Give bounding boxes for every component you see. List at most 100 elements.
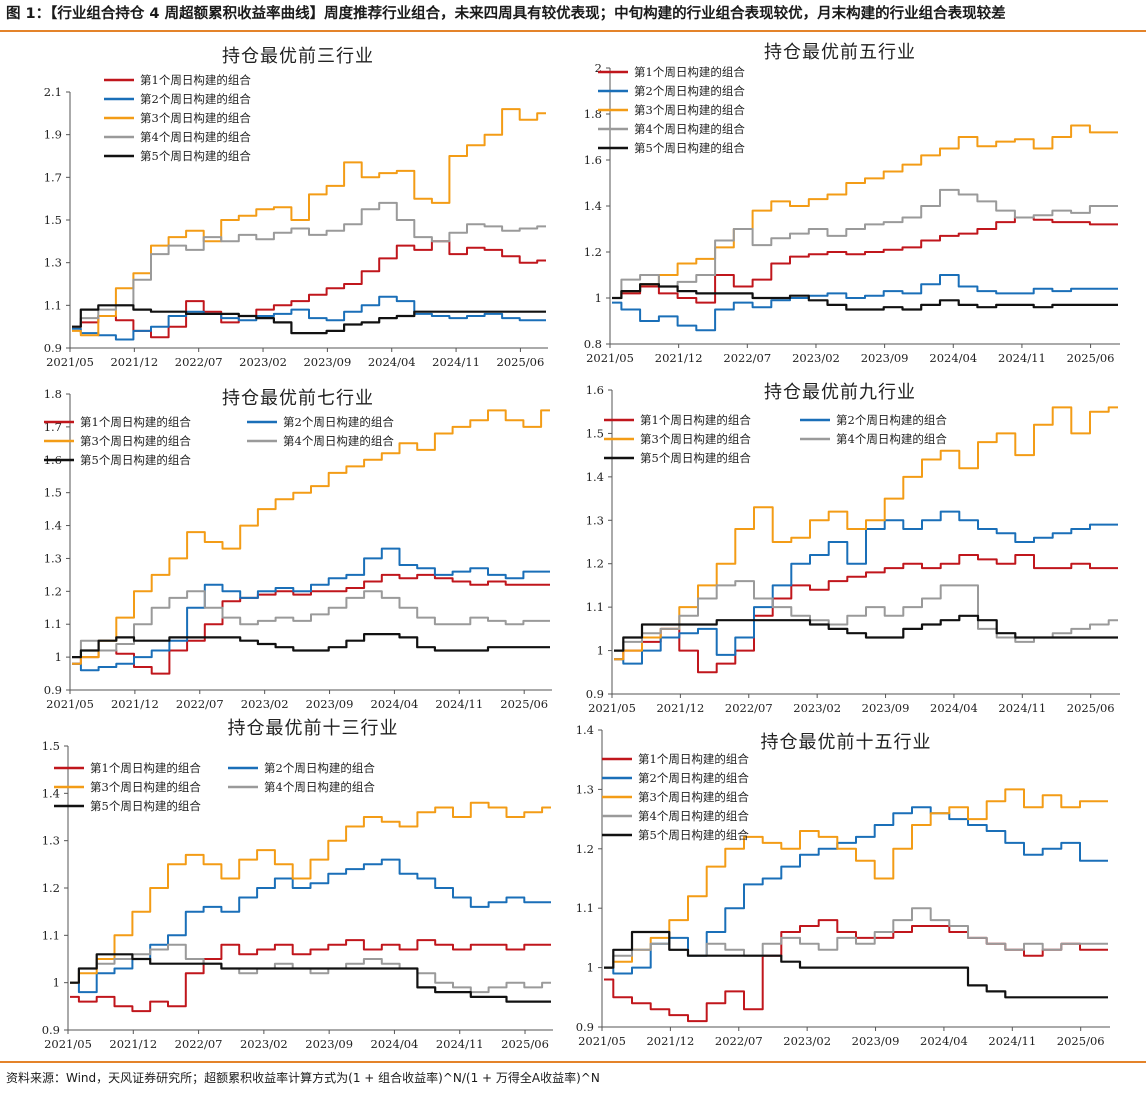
x-tick-label: 2022/07 bbox=[175, 1037, 223, 1051]
x-tick-label: 2021/12 bbox=[110, 355, 158, 369]
x-tick-label: 2021/12 bbox=[646, 1034, 694, 1048]
legend-label: 第5个周日构建的组合 bbox=[90, 799, 201, 813]
x-tick-label: 2024/11 bbox=[435, 697, 483, 711]
x-tick-label: 2021/05 bbox=[578, 1034, 626, 1048]
x-tick-label: 2021/12 bbox=[111, 697, 159, 711]
legend-label: 第3个周日构建的组合 bbox=[140, 111, 251, 125]
legend-label: 第2个周日构建的组合 bbox=[264, 761, 375, 775]
series-line-1 bbox=[70, 939, 551, 1013]
chart-svg: 持仓最优前七行业0.911.11.21.31.41.51.61.71.82021… bbox=[44, 387, 552, 711]
chart-svg: 持仓最优前十三行业 0.9 1 1.1 1.2 1.3 1.4 1.5 2021/05 2021/… bbox=[42, 718, 553, 1051]
chart-svg: 持仓最优前五行业 0.8 1 1.2 1.4 1.6 1.8 2 2021/05 2021/12 2… bbox=[584, 42, 1120, 365]
x-tick-label: 2025/06 bbox=[500, 697, 548, 711]
series-line-1 bbox=[72, 240, 546, 339]
y-tick-label: 0.9 bbox=[44, 341, 62, 355]
y-tick-label: 1.1 bbox=[44, 298, 62, 312]
x-tick-label: 2025/06 bbox=[1057, 1034, 1105, 1048]
y-tick-label: 1.3 bbox=[42, 834, 60, 848]
x-tick-label: 2023/02 bbox=[239, 355, 287, 369]
y-tick-label: 1.9 bbox=[44, 128, 62, 142]
x-tick-label: 2024/04 bbox=[371, 1037, 419, 1051]
source-note: 资料来源：Wind，天风证券研究所；超额累积收益率计算方式为(1 + 组合收益率… bbox=[6, 1071, 600, 1085]
series-line-5 bbox=[614, 614, 1118, 652]
series-line-5 bbox=[612, 283, 1118, 311]
x-tick-label: 2023/02 bbox=[793, 701, 841, 715]
y-tick-label: 1 bbox=[55, 650, 62, 664]
chart-svg: 持仓最优前三行业 0.9 1.1 1.3 1.5 1.7 1.9 2.1 2021/05 2021… bbox=[44, 46, 548, 369]
y-tick-label: 1.3 bbox=[586, 513, 604, 527]
chart-panel-top3: 持仓最优前三行业 0.9 1.1 1.3 1.5 1.7 1.9 2.1 2021/05 2021… bbox=[0, 34, 570, 374]
legend-label: 第2个周日构建的组合 bbox=[634, 84, 745, 98]
legend-label: 第1个周日构建的组合 bbox=[638, 752, 749, 766]
x-tick-label: 2025/06 bbox=[501, 1037, 549, 1051]
chart-panel-top5: 持仓最优前五行业 0.8 1 1.2 1.4 1.6 1.8 2 2021/05 2021/12 2… bbox=[572, 34, 1142, 374]
series-line-5 bbox=[72, 633, 550, 659]
x-tick-label: 2025/06 bbox=[1067, 351, 1115, 365]
y-tick-label: 1.3 bbox=[44, 256, 62, 270]
y-tick-label: 1 bbox=[595, 291, 602, 305]
legend-label: 第4个周日构建的组合 bbox=[283, 434, 394, 448]
y-tick-label: 1.1 bbox=[586, 600, 604, 614]
y-tick-label: 1.5 bbox=[44, 213, 62, 227]
y-tick-label: 1.8 bbox=[584, 107, 602, 121]
x-tick-label: 2025/06 bbox=[1067, 701, 1115, 715]
series-line-5 bbox=[70, 953, 551, 1003]
y-tick-label: 0.9 bbox=[576, 1020, 594, 1034]
chart-title: 持仓最优前五行业 bbox=[764, 42, 916, 63]
x-tick-label: 2022/07 bbox=[723, 351, 771, 365]
series-line-3 bbox=[604, 788, 1108, 969]
legend-label: 第2个周日构建的组合 bbox=[638, 771, 749, 785]
x-tick-label: 2024/04 bbox=[368, 355, 416, 369]
series-line-1 bbox=[612, 216, 1118, 304]
y-tick-label: 0.9 bbox=[586, 687, 604, 701]
series-line-2 bbox=[72, 547, 550, 672]
x-tick-label: 2021/05 bbox=[44, 1037, 92, 1051]
x-tick-label: 2023/09 bbox=[861, 351, 909, 365]
legend-label: 第2个周日构建的组合 bbox=[283, 415, 394, 429]
legend-label: 第1个周日构建的组合 bbox=[634, 65, 745, 79]
x-tick-label: 2023/09 bbox=[862, 701, 910, 715]
legend-label: 第4个周日构建的组合 bbox=[140, 130, 251, 144]
chart-title: 持仓最优前十三行业 bbox=[228, 718, 399, 739]
legend-label: 第5个周日构建的组合 bbox=[638, 828, 749, 842]
legend-label: 第5个周日构建的组合 bbox=[140, 149, 251, 163]
series-line-4 bbox=[612, 188, 1118, 299]
y-tick-label: 0.8 bbox=[584, 337, 602, 351]
y-tick-label: 1.1 bbox=[44, 617, 62, 631]
legend-label: 第5个周日构建的组合 bbox=[640, 451, 751, 465]
y-tick-label: 1.4 bbox=[584, 199, 602, 213]
y-tick-label: 1.4 bbox=[42, 786, 60, 800]
series-line-4 bbox=[70, 943, 551, 994]
y-tick-label: 1.6 bbox=[586, 383, 604, 397]
chart-title: 持仓最优前十五行业 bbox=[761, 732, 932, 753]
series-line-4 bbox=[614, 580, 1118, 652]
x-tick-label: 2022/07 bbox=[176, 697, 224, 711]
x-tick-label: 2024/04 bbox=[930, 701, 978, 715]
x-tick-label: 2024/04 bbox=[920, 1034, 968, 1048]
y-tick-label: 1.5 bbox=[44, 486, 62, 500]
x-tick-label: 2025/06 bbox=[497, 355, 545, 369]
y-tick-label: 1.4 bbox=[44, 519, 62, 533]
x-tick-label: 2023/09 bbox=[852, 1034, 900, 1048]
x-tick-label: 2021/12 bbox=[655, 351, 703, 365]
legend-label: 第1个周日构建的组合 bbox=[90, 761, 201, 775]
legend-label: 第1个周日构建的组合 bbox=[140, 73, 251, 87]
legend-label: 第4个周日构建的组合 bbox=[638, 809, 749, 823]
figure-title: 图 1：【行业组合持仓 4 周超额累积收益率曲线】周度推荐行业组合，未来四周具有… bbox=[6, 6, 1006, 22]
y-tick-label: 1 bbox=[587, 961, 594, 975]
x-tick-label: 2023/02 bbox=[783, 1034, 831, 1048]
y-tick-label: 1 bbox=[597, 644, 604, 658]
x-tick-label: 2021/12 bbox=[656, 701, 704, 715]
series-line-2 bbox=[612, 274, 1118, 332]
series-line-2 bbox=[604, 806, 1108, 975]
series-line-3 bbox=[70, 801, 551, 984]
x-tick-label: 2021/05 bbox=[586, 351, 634, 365]
x-tick-label: 2024/11 bbox=[432, 355, 480, 369]
legend-label: 第4个周日构建的组合 bbox=[634, 122, 745, 136]
x-tick-label: 2023/09 bbox=[306, 697, 354, 711]
x-tick-label: 2021/12 bbox=[109, 1037, 157, 1051]
y-tick-label: 1 bbox=[53, 976, 60, 990]
y-tick-label: 1.3 bbox=[576, 782, 594, 796]
x-tick-label: 2021/05 bbox=[46, 355, 94, 369]
title-divider bbox=[0, 30, 1146, 32]
